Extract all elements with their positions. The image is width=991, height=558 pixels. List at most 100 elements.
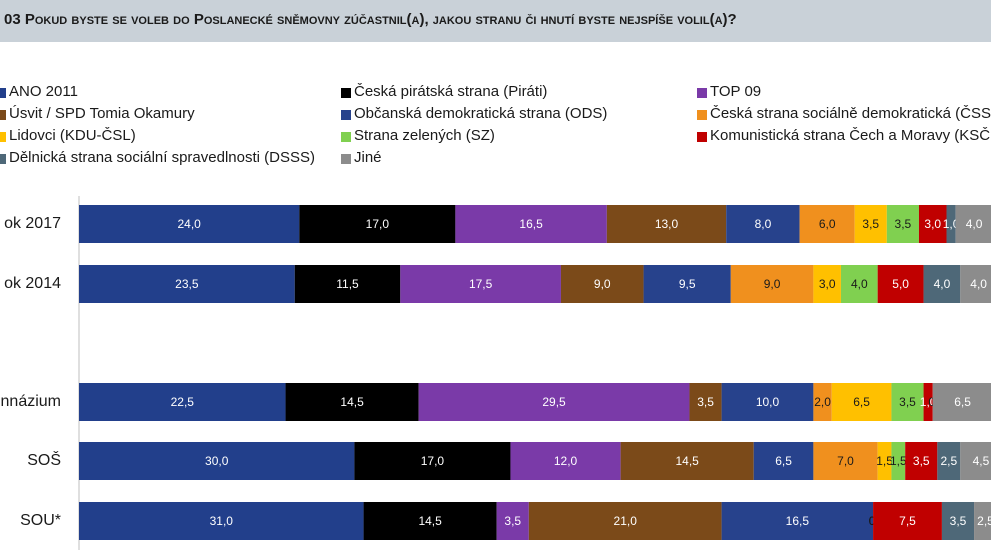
data-label: 7,0 — [837, 454, 854, 468]
legend-label: Komunistická strana Čech a Moravy (KSČM) — [710, 127, 991, 144]
data-label: 6,5 — [775, 454, 792, 468]
bar-segment — [363, 502, 497, 540]
data-label: 3,0 — [819, 277, 836, 291]
data-label: 9,5 — [679, 277, 696, 291]
bar-segment — [854, 205, 887, 243]
bar-segment — [955, 205, 991, 243]
legend-item: ANO 2011 — [0, 83, 991, 103]
data-label: 17,0 — [421, 454, 445, 468]
bar-segment — [877, 265, 924, 303]
data-label: 17,0 — [366, 217, 390, 231]
bar-segment — [79, 205, 300, 243]
legend-item: Dělnická strana sociální spravedlnosti (… — [0, 149, 991, 169]
bar-segment — [606, 205, 727, 243]
data-label: 4,5 — [973, 454, 990, 468]
data-label: 4,0 — [851, 277, 868, 291]
bar-segment — [905, 442, 938, 480]
legend: ANO 2011 Česká pirátská strana (Piráti) TO… — [0, 0, 991, 180]
data-label: 4,0 — [970, 277, 987, 291]
legend-item: Česká pirátská strana (Piráti) — [341, 83, 991, 103]
bar-segment — [941, 502, 975, 540]
bar-segment — [891, 442, 906, 480]
data-label: 2,0 — [814, 395, 831, 409]
legend-item: Občanská demokratická strana (ODS) — [341, 105, 991, 125]
bar-segment — [510, 442, 621, 480]
bar-segment — [620, 442, 754, 480]
legend-swatch — [341, 110, 351, 120]
bar-segment — [923, 265, 961, 303]
data-label: 21,0 — [614, 514, 638, 528]
bar-segment — [831, 383, 892, 421]
data-label: 17,5 — [469, 277, 493, 291]
legend-item: Česká strana sociálně demokratická (ČSSD… — [697, 105, 991, 125]
legend-swatch — [697, 132, 707, 142]
bar-segment — [799, 205, 855, 243]
legend-swatch — [0, 132, 6, 142]
bar-segment — [946, 205, 956, 243]
bar-segment — [455, 205, 607, 243]
data-label: 22,5 — [171, 395, 195, 409]
legend-label: TOP 09 — [710, 83, 762, 100]
legend-swatch — [0, 154, 6, 164]
legend-label: Úsvit / SPD Tomia Okamury — [9, 105, 195, 122]
legend-swatch — [697, 88, 707, 98]
legend-item: Úsvit / SPD Tomia Okamury — [0, 105, 991, 125]
data-label: 3,5 — [913, 454, 930, 468]
legend-swatch — [0, 88, 6, 98]
legend-swatch — [341, 88, 351, 98]
bar-segment — [840, 265, 878, 303]
data-label: 9,0 — [764, 277, 781, 291]
bar-segment — [813, 265, 841, 303]
legend-label: Občanská demokratická strana (ODS) — [354, 105, 608, 122]
bar-segment — [873, 502, 942, 540]
bar-segment — [813, 383, 832, 421]
data-label: 8,0 — [755, 217, 772, 231]
bar-segment — [721, 383, 814, 421]
legend-swatch — [341, 132, 351, 142]
data-label: 2,5 — [977, 514, 991, 528]
data-label: 3,5 — [950, 514, 967, 528]
legend-label: Česká strana sociálně demokratická (ČSSD… — [710, 105, 991, 122]
category-label: SOŠ — [27, 452, 61, 469]
data-label: 14,5 — [675, 454, 699, 468]
title-bar: 03 Pokud byste se voleb do Poslanecké sn… — [0, 0, 991, 42]
category-label: SOU* — [20, 512, 61, 529]
legend-item: Strana zelených (SZ) — [341, 127, 991, 147]
data-label: 1,5 — [890, 454, 907, 468]
bar-segment — [974, 502, 991, 540]
bar-segment — [891, 383, 924, 421]
bar-segment — [813, 442, 878, 480]
data-label: 4,0 — [934, 277, 951, 291]
data-label: 31,0 — [210, 514, 234, 528]
data-label: 9,0 — [594, 277, 611, 291]
bar-segment — [400, 265, 561, 303]
data-label: 6,0 — [819, 217, 836, 231]
data-label: 3,5 — [504, 514, 521, 528]
bar-segment — [643, 265, 731, 303]
bar-segment — [560, 265, 644, 303]
data-label: 29,5 — [542, 395, 566, 409]
bar-segment — [923, 383, 933, 421]
data-label: 1,5 — [876, 454, 893, 468]
bar-segment — [886, 205, 919, 243]
data-label: 13,0 — [655, 217, 679, 231]
legend-label: Jiné — [354, 149, 382, 166]
data-label: 5,0 — [892, 277, 909, 291]
bar-segment — [689, 383, 722, 421]
bar-segment — [730, 265, 814, 303]
data-label: 3,0 — [924, 217, 941, 231]
legend-label: Česká pirátská strana (Piráti) — [354, 83, 548, 100]
data-label: 30,0 — [205, 454, 229, 468]
legend-swatch — [341, 154, 351, 164]
legend-label: Strana zelených (SZ) — [354, 127, 495, 144]
data-label: 16,5 — [786, 514, 810, 528]
data-label: 4,0 — [966, 217, 983, 231]
bar-segment — [726, 205, 800, 243]
data-label: 23,5 — [175, 277, 199, 291]
data-label: 14,5 — [340, 395, 364, 409]
bar-segment — [937, 442, 961, 480]
bar-segment — [496, 502, 529, 540]
legend-item: Komunistická strana Čech a Moravy (KSČM) — [697, 127, 991, 147]
legend-swatch — [697, 110, 707, 120]
data-label: 1,0 — [943, 217, 960, 231]
